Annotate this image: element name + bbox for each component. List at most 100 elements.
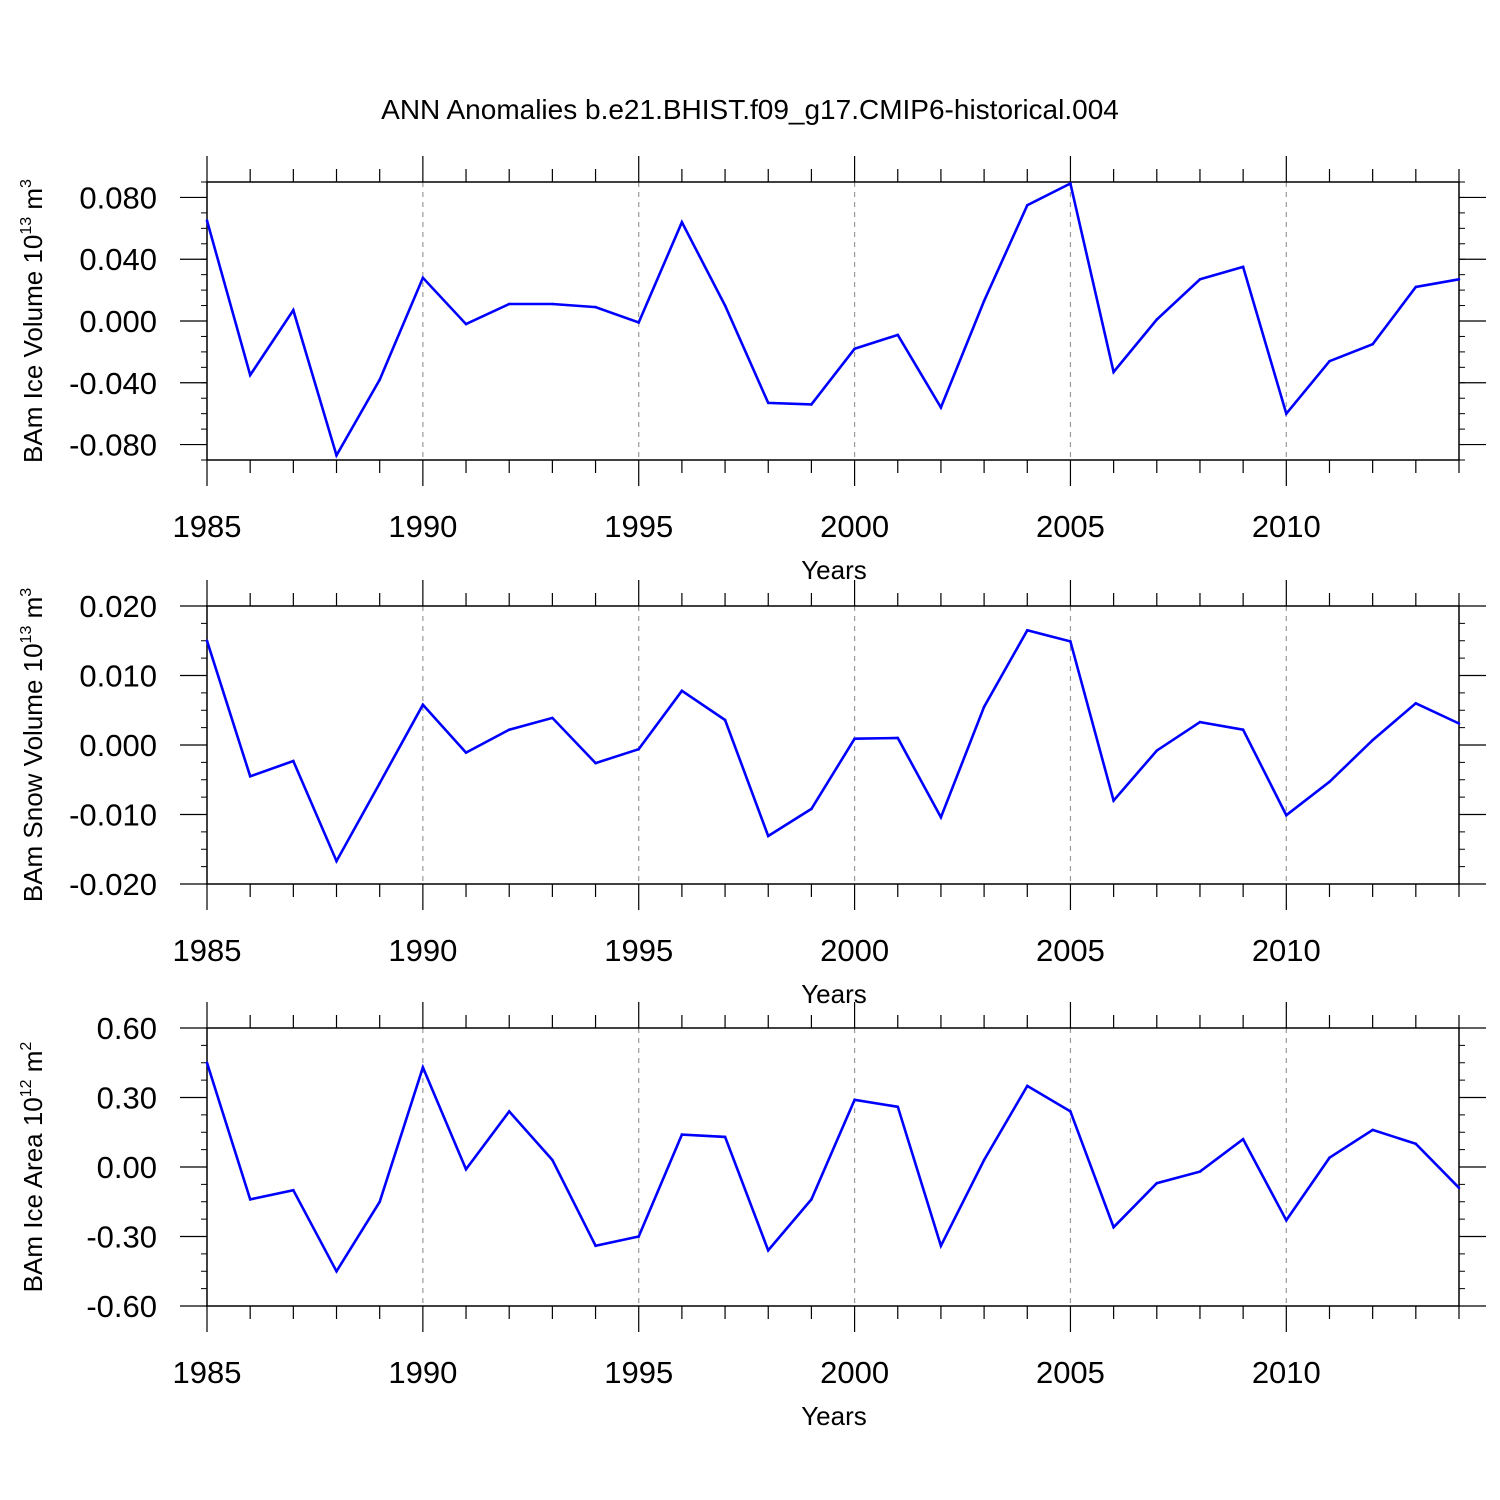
plot-frame: [206, 181, 1460, 461]
data-point: [594, 305, 597, 309]
x-tick-label: 2010: [1252, 509, 1321, 544]
y-axis-label-exponent: 13: [18, 626, 35, 644]
data-point: [1414, 285, 1418, 289]
data-point: [982, 1158, 986, 1162]
data-point: [939, 815, 943, 819]
x-tick-label: 1990: [388, 1355, 457, 1390]
data-point: [810, 807, 813, 811]
data-point: [1112, 799, 1115, 802]
panel-3: -0.60 -0.30 0.00 0.30 0.60 1985 1990 1995 2000 20…: [18, 1002, 1486, 1431]
data-point: [378, 1200, 381, 1204]
x-tick-label: 2005: [1036, 509, 1105, 544]
plot-frame: [206, 605, 1460, 885]
x-tick-label: 1990: [388, 509, 457, 544]
panel-2: -0.020 -0.010 0.000 0.010 0.020 1985 1990 1995 2…: [18, 580, 1486, 1009]
data-point: [637, 1235, 641, 1238]
y-tick-label: -0.30: [86, 1220, 157, 1255]
x-tick-label: 2000: [820, 509, 889, 544]
x-tick-label: 2005: [1036, 933, 1105, 968]
y-tick-label: 0.020: [79, 589, 157, 624]
data-point: [1328, 359, 1331, 363]
y-tick-label: -0.080: [69, 428, 157, 463]
data-point: [637, 747, 641, 751]
y-axis-label-main: BAm Ice Area 10: [18, 1097, 48, 1292]
data-point: [680, 1133, 684, 1136]
y-tick-label: 0.30: [97, 1081, 157, 1116]
data-point: [853, 347, 856, 351]
data-point: [464, 751, 468, 754]
data-point: [421, 276, 425, 280]
x-tick-label: 2010: [1252, 1355, 1321, 1390]
data-point: [464, 1168, 468, 1171]
data-point: [1285, 1218, 1288, 1222]
data-point: [292, 759, 295, 763]
data-point: [1241, 728, 1245, 732]
data-point: [1155, 1181, 1159, 1185]
x-tick-label: 1995: [604, 933, 673, 968]
y-tick-label: -0.020: [69, 867, 157, 902]
data-point: [1285, 813, 1288, 817]
y-tick-label: -0.010: [69, 798, 157, 833]
data-point: [1328, 780, 1331, 784]
data-point: [723, 1135, 727, 1139]
data-point: [335, 1269, 338, 1273]
y-tick-label: 0.60: [97, 1011, 157, 1046]
series-line: [205, 1062, 1460, 1274]
data-point: [551, 716, 554, 720]
y-tick-label: 0.000: [79, 304, 157, 339]
data-point: [766, 834, 770, 838]
data-point: [205, 1061, 209, 1065]
data-point: [1025, 1084, 1029, 1088]
data-point: [1198, 1170, 1202, 1173]
data-point: [1241, 265, 1245, 269]
data-point: [1025, 629, 1029, 632]
data-point: [551, 1158, 554, 1162]
data-point: [1025, 203, 1029, 207]
data-point: [335, 454, 338, 457]
data-point: [1414, 702, 1418, 705]
data-point: [1241, 1137, 1245, 1141]
data-point: [1457, 278, 1461, 281]
data-point: [1371, 1128, 1374, 1132]
data-point: [766, 401, 770, 405]
y-tick-label: -0.60: [86, 1289, 157, 1324]
data-point: [1069, 182, 1072, 185]
data-point: [896, 1105, 900, 1109]
data-point: [248, 1198, 252, 1201]
data-point: [421, 1066, 425, 1069]
x-tick-label: 1985: [173, 1355, 242, 1390]
data-point: [1198, 278, 1202, 281]
data-point: [853, 737, 856, 741]
y-axis-label-main: BAm Ice Volume 10: [18, 235, 48, 463]
y-tick-label: 0.010: [79, 659, 157, 694]
x-tick-label: 2005: [1036, 1355, 1105, 1390]
x-axis-label: Years: [801, 979, 867, 1009]
plot-frame: [206, 1027, 1460, 1307]
y-axis-label-unit-exponent: 2: [18, 1042, 35, 1051]
data-point: [723, 304, 727, 307]
data-point: [507, 1110, 511, 1113]
series-line: [205, 181, 1460, 459]
data-point: [896, 333, 900, 337]
data-point: [421, 703, 425, 706]
data-point: [1371, 738, 1374, 742]
y-axis-label: BAm Snow Volume 1013 m3: [18, 588, 48, 902]
data-point: [292, 308, 295, 312]
data-point: [248, 373, 252, 377]
data-point: [594, 1244, 597, 1248]
data-point: [551, 302, 554, 306]
y-axis-label-main: BAm Snow Volume 10: [18, 643, 48, 902]
x-tick-label: 2000: [820, 1355, 889, 1390]
x-tick-label: 1990: [388, 933, 457, 968]
y-axis-label-unit: m: [18, 597, 48, 626]
data-point: [594, 761, 597, 765]
x-tick-label: 1995: [604, 1355, 673, 1390]
data-point: [853, 1098, 856, 1102]
y-axis-label: BAm Ice Area 1012 m2: [18, 1042, 48, 1293]
data-point: [680, 220, 684, 224]
data-point: [1198, 720, 1202, 724]
data-point: [507, 302, 511, 306]
data-point: [205, 219, 209, 222]
y-tick-label: 0.000: [79, 728, 157, 763]
x-axis-label: Years: [801, 1401, 867, 1431]
